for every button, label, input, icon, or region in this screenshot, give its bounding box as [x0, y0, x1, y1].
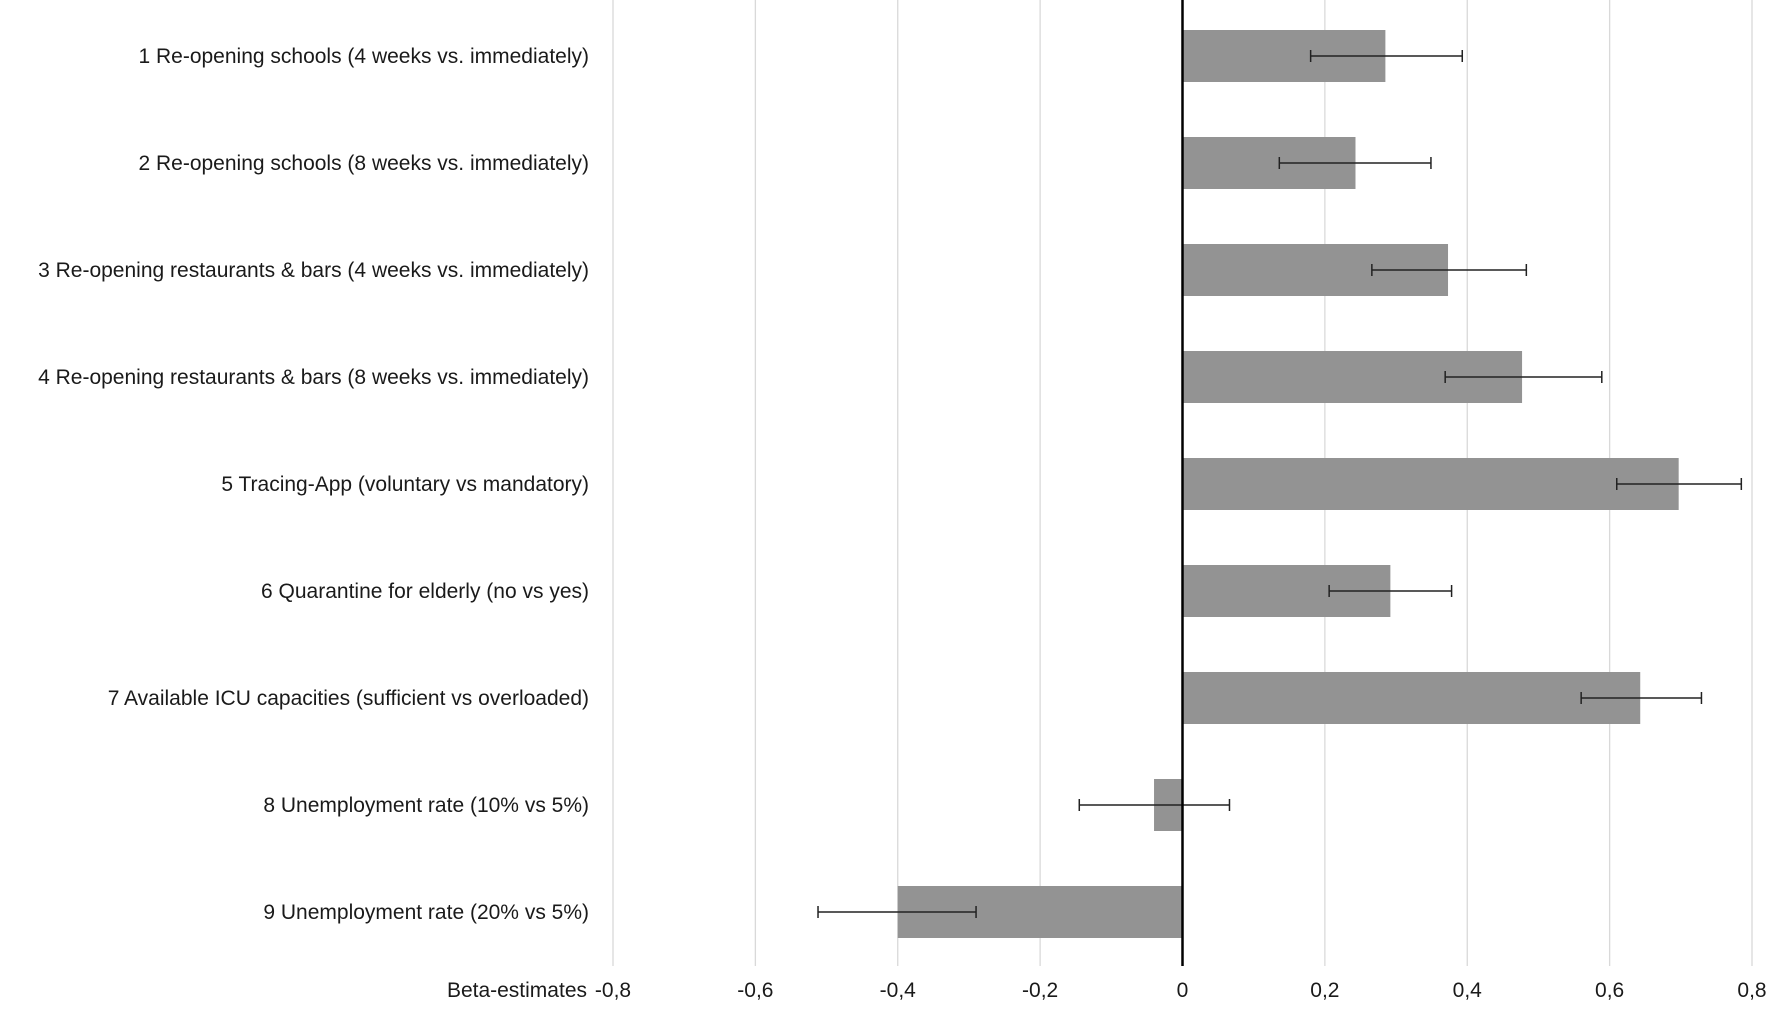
category-label: 6 Quarantine for elderly (no vs yes): [261, 580, 589, 603]
error-bar: [1309, 50, 1464, 62]
bar: [1182, 672, 1641, 724]
x-tick-label: 0,6: [1595, 979, 1624, 1002]
category-label: 3 Re-opening restaurants & bars (4 weeks…: [38, 259, 589, 282]
category-label: 4 Re-opening restaurants & bars (8 weeks…: [38, 366, 589, 389]
error-bar: [1371, 264, 1528, 276]
x-tick-label: 0: [1177, 979, 1189, 1002]
x-tick-label: -0,6: [737, 979, 773, 1002]
x-tick-label: 0,8: [1737, 979, 1766, 1002]
error-bar: [817, 906, 977, 918]
category-label: 1 Re-opening schools (4 weeks vs. immedi…: [138, 45, 589, 68]
error-bar: [1078, 799, 1231, 811]
category-label: 7 Available ICU capacities (sufficient v…: [108, 687, 589, 710]
category-label: 5 Tracing-App (voluntary vs mandatory): [221, 473, 589, 496]
error-bar: [1615, 478, 1743, 490]
category-label: 2 Re-opening schools (8 weeks vs. immedi…: [138, 152, 589, 175]
x-tick-label: 0,2: [1310, 979, 1339, 1002]
error-bars: [817, 50, 1743, 918]
error-bar: [1444, 371, 1603, 383]
x-tick-label: -0,8: [595, 979, 631, 1002]
x-tick-label: -0,2: [1022, 979, 1058, 1002]
error-bar: [1328, 585, 1453, 597]
error-bar: [1278, 157, 1432, 169]
x-tick-label: -0,4: [880, 979, 917, 1002]
error-bar: [1580, 692, 1703, 704]
x-tick-labels: -0,8 -0,6 -0,4 -0,2 0 0,2 0,4 0,6 0,8: [595, 979, 1767, 1002]
bars: [897, 30, 1679, 938]
category-label: 8 Unemployment rate (10% vs 5%): [263, 794, 589, 817]
x-axis-title: Beta-estimates: [447, 979, 587, 1002]
x-tick-label: 0,4: [1453, 979, 1483, 1002]
category-label: 9 Unemployment rate (20% vs 5%): [263, 901, 589, 924]
category-labels: 1 Re-opening schools (4 weeks vs. immedi…: [38, 45, 589, 924]
bar: [1182, 458, 1679, 510]
